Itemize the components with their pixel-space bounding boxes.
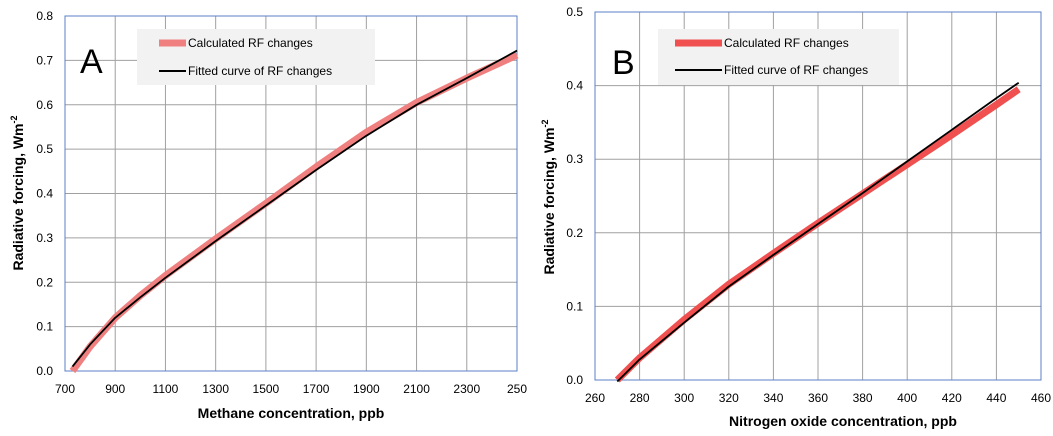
y-axis-label-text: Radiative forcing, Wm xyxy=(10,123,26,270)
x-tick-label: 1700 xyxy=(303,382,330,396)
x-tick-label: 1900 xyxy=(353,382,380,396)
y-tick-label: 0.7 xyxy=(36,53,53,67)
x-tick-label: 1500 xyxy=(253,382,280,396)
x-tick-label: 300 xyxy=(674,391,694,405)
plot-frame xyxy=(594,11,1042,381)
panel-a: 700 900 1100 1300 1500 1700 1900 2100 2300 250 0.0… xyxy=(9,9,527,421)
x-axis-label: Methane concentration, ppb xyxy=(198,405,385,421)
x-tick-label: 380 xyxy=(853,391,873,405)
x-tick-label: 280 xyxy=(630,391,650,405)
y-tick-label: 0.6 xyxy=(36,98,53,112)
x-tick-label: 320 xyxy=(719,391,739,405)
y-axis-label: Radiative forcing, Wm-2 xyxy=(540,119,557,274)
x-tick-label: 440 xyxy=(986,391,1006,405)
y-tick-label: 0.2 xyxy=(36,275,53,289)
legend-label: Fitted curve of RF changes xyxy=(188,64,332,78)
y-tick-label: 0.5 xyxy=(36,142,53,156)
x-tick-label: 1100 xyxy=(153,382,179,396)
x-tick-label: 340 xyxy=(763,391,783,405)
x-tick-label: 260 xyxy=(585,391,605,405)
series-line-fitted xyxy=(616,81,1020,383)
x-tick-label: 2300 xyxy=(453,382,480,396)
x-tick-label: 700 xyxy=(55,382,75,396)
x-tick-label: 400 xyxy=(897,391,917,405)
x-tick-label: 250 xyxy=(507,382,527,396)
y-axis-label: Radiative forcing, Wm-2 xyxy=(9,115,26,270)
legend-box xyxy=(137,29,375,85)
y-axis-label-superscript: -2 xyxy=(9,115,19,123)
series-line-fitted xyxy=(71,49,518,368)
legend-label: Fitted curve of RF changes xyxy=(724,63,868,77)
legend-label: Calculated RF changes xyxy=(724,36,849,50)
y-tick-label: 0.8 xyxy=(36,9,53,23)
y-tick-label: 0.3 xyxy=(36,231,53,245)
x-axis-label: Nitrogen oxide concentration, ppb xyxy=(729,413,957,429)
y-tick-label: 0.4 xyxy=(566,79,583,93)
y-axis-label-text: Radiative forcing, Wm xyxy=(541,127,557,274)
y-tick-label: 0.1 xyxy=(36,320,53,334)
panel-letter: A xyxy=(80,43,103,81)
x-tick-label: 460 xyxy=(1031,391,1051,405)
legend-box xyxy=(658,29,899,85)
y-tick-label: 0.5 xyxy=(566,5,583,19)
y-tick-label: 0.3 xyxy=(566,152,583,166)
x-tick-label: 420 xyxy=(942,391,962,405)
y-axis-label-superscript: -2 xyxy=(540,119,550,127)
plot-frame xyxy=(64,15,518,372)
y-tick-label: 0.4 xyxy=(36,187,53,201)
panel-letter: B xyxy=(612,44,635,82)
y-tick-label: 0.0 xyxy=(566,373,583,387)
x-tick-label: 1300 xyxy=(202,382,229,396)
y-tick-label: 0.2 xyxy=(566,226,583,240)
x-tick-label: 2100 xyxy=(403,382,430,396)
y-tick-label: 0.1 xyxy=(566,299,583,313)
panel-b: 260 280 300 320 340 360 380 400 420 440 460 0.0 0.1 0… xyxy=(540,5,1051,429)
x-tick-label: 360 xyxy=(808,391,828,405)
legend-label: Calculated RF changes xyxy=(188,36,313,50)
x-tick-label: 900 xyxy=(105,382,125,396)
y-tick-label: 0.0 xyxy=(36,364,53,378)
